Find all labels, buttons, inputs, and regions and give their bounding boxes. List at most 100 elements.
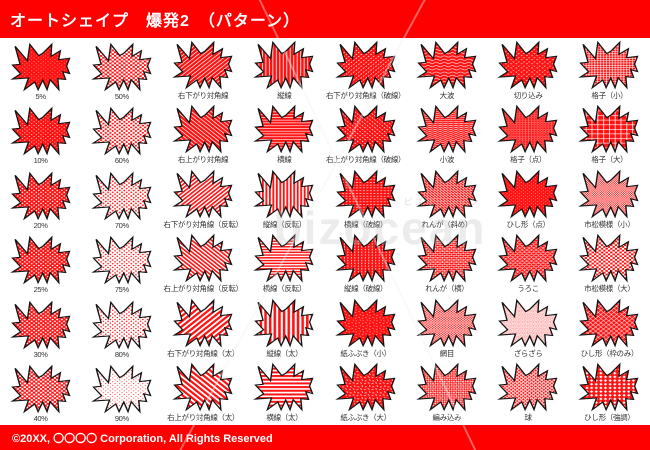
explosion-shape <box>334 104 396 154</box>
pattern-label: 横線（破線） <box>344 219 388 229</box>
pattern-cell: 格子（小） <box>569 38 650 103</box>
pattern-cell: 30% <box>0 296 81 361</box>
explosion-shape <box>416 298 477 348</box>
pattern-cell: 格子（点） <box>488 103 569 168</box>
pattern-label: 大波 <box>439 90 455 100</box>
pattern-label: 紙ふぶき（小） <box>340 348 391 358</box>
pattern-cell: 紙ふぶき（小） <box>325 296 406 361</box>
explosion-shape <box>578 362 639 412</box>
explosion-shape <box>172 104 233 154</box>
pattern-label: 右上がり対角線（反転） <box>163 284 244 293</box>
explosion-shape <box>91 364 152 414</box>
pattern-cell: ひし形（枠のみ） <box>569 296 650 361</box>
pattern-cell: ざらざら <box>488 296 569 361</box>
pattern-label: 30% <box>33 349 48 359</box>
pattern-label: 縦線（反転） <box>262 219 307 229</box>
explosion-shape <box>497 40 558 90</box>
explosion-shape <box>497 362 558 412</box>
pattern-cell: 20% <box>0 167 81 232</box>
explosion-shape <box>578 298 639 348</box>
pattern-cell: 右下がり対角線（破線） <box>325 38 406 103</box>
pattern-cell: 横線 <box>244 103 325 168</box>
explosion-shape <box>172 169 233 219</box>
explosion-shape <box>253 362 314 412</box>
pattern-label: 80% <box>114 349 129 359</box>
footer-bar: ©20XX, 〇〇〇〇 Corporation, All Rights Rese… <box>0 425 650 450</box>
pattern-label: ざらざら <box>513 348 543 358</box>
pattern-cell: れんが（斜め） <box>406 167 487 232</box>
pattern-cell: 40% <box>0 361 81 426</box>
pattern-label: 紙ふぶき（大） <box>340 413 391 422</box>
pattern-label: 球 <box>524 413 533 422</box>
explosion-shape <box>9 171 71 221</box>
explosion-shape <box>334 298 396 348</box>
explosion-shape <box>416 233 477 283</box>
pattern-cell: うろこ <box>488 232 569 297</box>
explosion-shape <box>334 362 396 412</box>
pattern-label: 横線（太） <box>266 413 303 422</box>
pattern-label: 縦線（太） <box>266 348 303 358</box>
explosion-shape <box>172 298 233 348</box>
explosion-shape <box>416 362 477 412</box>
pattern-label: 横線（反転） <box>262 284 307 293</box>
explosion-shape <box>91 235 152 285</box>
pattern-label: ひし形（点） <box>506 219 551 229</box>
pattern-label: 40% <box>33 414 48 423</box>
pattern-label: 75% <box>114 285 129 294</box>
pattern-cell: 5% <box>0 38 81 103</box>
pattern-cell: 縦線（太） <box>244 296 325 361</box>
pattern-cell: 70% <box>81 167 162 232</box>
pattern-label: 70% <box>114 220 129 230</box>
pattern-label: 60% <box>114 156 129 165</box>
pattern-label: れんが（横） <box>425 284 469 293</box>
pattern-cell: 縦線（反転） <box>244 167 325 232</box>
pattern-label: 横線 <box>277 155 292 164</box>
explosion-shape <box>9 235 71 285</box>
pattern-cell: 右上がり対角線（反転） <box>163 232 244 297</box>
pattern-cell: 横線（破線） <box>325 167 406 232</box>
pattern-label: うろこ <box>517 284 539 293</box>
explosion-shape <box>497 233 558 283</box>
explosion-shape <box>253 104 314 154</box>
pattern-cell: 右上がり対角線（破線） <box>325 103 406 168</box>
pattern-label: 右上がり対角線（破線） <box>326 155 406 164</box>
pattern-cell: れんが（横） <box>406 232 487 297</box>
pattern-cell: 75% <box>81 232 162 297</box>
pattern-label: 90% <box>114 414 129 423</box>
pattern-label: 右下がり対角線（破線） <box>326 90 406 100</box>
pattern-cell: 市松模様（大） <box>569 232 650 297</box>
explosion-shape <box>91 300 152 350</box>
pattern-cell: 紙ふぶき（大） <box>325 361 406 426</box>
explosion-shape <box>497 298 558 348</box>
explosion-shape <box>91 171 152 221</box>
pattern-label: 右下がり対角線 <box>177 90 229 100</box>
explosion-shape <box>9 300 71 350</box>
pattern-cell: 網目 <box>406 296 487 361</box>
explosion-shape <box>91 42 152 92</box>
pattern-cell: 編み込み <box>406 361 487 426</box>
copyright-text: ©20XX, 〇〇〇〇 Corporation, All Rights Rese… <box>12 432 273 445</box>
pattern-cell: 市松模様（小） <box>569 167 650 232</box>
pattern-cell: ひし形（強調） <box>569 361 650 426</box>
pattern-label: 切り込み <box>513 90 543 100</box>
explosion-shape <box>416 169 477 219</box>
pattern-cell: 右上がり対角線（太） <box>163 361 244 426</box>
explosion-shape <box>578 40 639 90</box>
pattern-label: 右下がり対角線（反転） <box>163 219 244 229</box>
pattern-cell: 10% <box>0 103 81 168</box>
explosion-shape <box>91 106 152 156</box>
pattern-label: 20% <box>33 220 48 230</box>
pattern-label: 編み込み <box>432 413 462 422</box>
pattern-label: 格子（点） <box>510 155 547 164</box>
pattern-cell: 横線（反転） <box>244 232 325 297</box>
pattern-label: 右上がり対角線（太） <box>167 413 240 422</box>
pattern-cell: 60% <box>81 103 162 168</box>
pattern-label: 小波 <box>439 155 455 164</box>
pattern-label: 縦線（破線） <box>344 284 388 293</box>
explosion-shape <box>416 104 477 154</box>
pattern-cell: 右下がり対角線（太） <box>163 296 244 361</box>
pattern-label: 格子（小） <box>591 90 628 100</box>
pattern-label: 右下がり対角線（太） <box>167 348 240 358</box>
pattern-cell: 球 <box>488 361 569 426</box>
explosion-shape <box>172 362 233 412</box>
